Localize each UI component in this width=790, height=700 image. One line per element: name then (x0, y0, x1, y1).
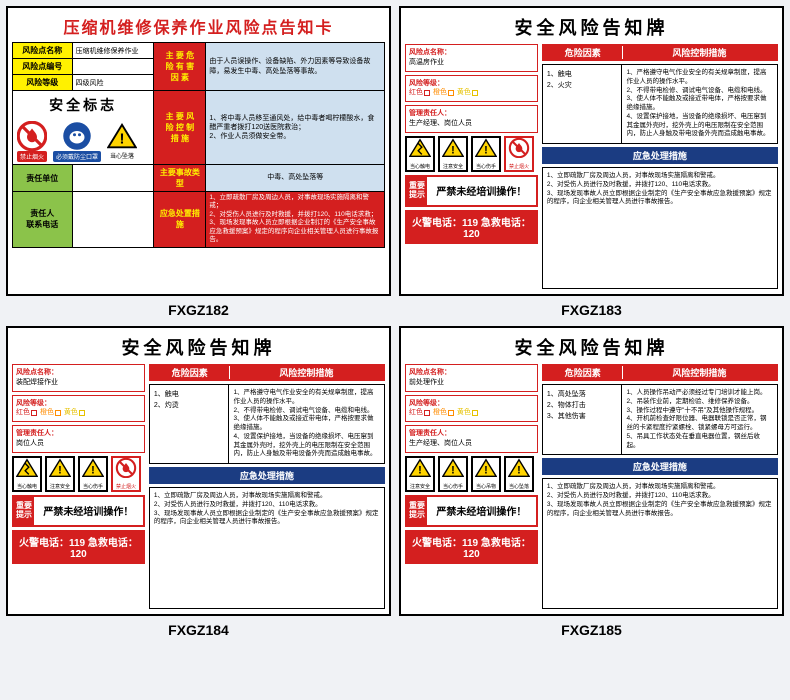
card-fxgz184: 安全风险告知牌 风险点名称：装配焊接作业 风险等级：红色 橙色 黄色 管理责任人… (6, 326, 391, 616)
c2-risk-name: 风险点名称：高温房作业 (405, 44, 538, 72)
c4-resp: 管理责任人：生产经理、岗位人员 (405, 425, 538, 453)
c3-emerg: 1、立即疏散厂房及周边人员，对事故现场实施隔离和警戒。 2、对受伤人员进行及时救… (149, 487, 385, 609)
c4-phone: 火警电话：119 急救电话：120 (405, 530, 538, 564)
c1-sign-row: 禁止烟火 必须戴防尘口罩 当心坠落 (13, 119, 153, 164)
card1-title: 压缩机维修保养作业风险点告知卡 (12, 12, 385, 42)
c2-risk-level: 风险等级：红色 橙色 黄色 (405, 75, 538, 103)
c1-h2v: 1、将中毒人员移至通风处，给中毒者喝柠檬酸水，食醋严重者拨打120送医院救治； … (206, 91, 385, 165)
c2-emerg-head: 应急处理措施 (542, 147, 778, 164)
c1-r3k: 风险等级 (13, 75, 73, 91)
card-fxgz182: 压缩机维修保养作业风险点告知卡 风险点名称 压缩机维修保养作业 主 要 危 险 … (6, 6, 391, 296)
warn-icon: 当心伤手 (471, 136, 501, 172)
c3-risk-name: 风险点名称：装配焊接作业 (12, 364, 145, 392)
mask-icon: 必须戴防尘口罩 (53, 121, 101, 162)
nofire-icon: 禁止烟火 (504, 136, 534, 172)
warn-icon: 当心触电 (12, 456, 42, 492)
c1-r2v (72, 59, 154, 75)
c3-title: 安全风险告知牌 (12, 332, 385, 364)
code-182: FXGZ182 (168, 302, 229, 318)
c1-r1k: 风险点名称 (13, 43, 73, 59)
nofire-icon: 禁止烟火 (111, 456, 141, 492)
c1-r5k: 责任人 联系电话 (13, 192, 73, 248)
c4-rhead: 危险因素风险控制措施 (542, 364, 778, 381)
c2-resp: 管理责任人：生产经理、岗位人员 (405, 105, 538, 133)
c1-r2k: 风险点编号 (13, 59, 73, 75)
c3-section: 1、触电 2、灼烫1、严格遵守电气作业安全的有关规章制度，提高作业人员的操作水平… (149, 384, 385, 464)
card-fxgz185: 安全风险告知牌 风险点名称：前处理作业 风险等级：红色 橙色 黄色 管理责任人：… (399, 326, 784, 616)
warn-icon: 注意安全 (438, 136, 468, 172)
c1-r3v: 四级风险 (72, 75, 154, 91)
c2-signs: 当心触电 注意安全 当心伤手 禁止烟火 (405, 136, 538, 172)
c2-section: 1、触电 2、火灾1、严格遵守电气作业安全的有关规章制度，提高作业人员的操作水平… (542, 64, 778, 144)
nofire-icon: 禁止烟火 (17, 121, 47, 162)
card-fxgz183: 安全风险告知牌 风险点名称：高温房作业 风险等级：红色 橙色 黄色 管理责任人：… (399, 6, 784, 296)
c1-r4k: 责任单位 (13, 165, 73, 192)
c1-h3: 主要事故类型 (154, 165, 206, 192)
c4-section: 1、高处坠落 2、物体打击 3、其他伤害1、人员操作吊动严必须经过专门培训才能上… (542, 384, 778, 455)
c4-emerg-head: 应急处理措施 (542, 458, 778, 475)
c4-title: 安全风险告知牌 (405, 332, 778, 364)
warn-icon: 注意安全 (405, 456, 435, 492)
warn-icon: 当心伤手 (78, 456, 108, 492)
c1-h3v: 中毒、高处坠落等 (206, 165, 385, 192)
c1-h1v: 由于人员误操作、设备缺陷、外力因素等导致设备故障，易发生中毒、高处坠落等事故。 (206, 43, 385, 91)
c2-tip: 重要 提示严禁未经培训操作！ (405, 175, 538, 207)
code-185: FXGZ185 (561, 622, 622, 638)
c1-h2: 主 要 风 险 控 制 措 施 (154, 91, 206, 165)
c1-r1v: 压缩机维修保养作业 (72, 43, 154, 59)
c1-h1: 主 要 危 险 有 害 因 素 (154, 43, 206, 91)
c3-resp: 管理责任人：岗位人员 (12, 425, 145, 453)
c1-safety-title: 安全标志 (13, 91, 153, 119)
c3-signs: 当心触电 注意安全 当心伤手 禁止烟火 (12, 456, 145, 492)
warn-icon: 当心伤手 (438, 456, 468, 492)
code-183: FXGZ183 (561, 302, 622, 318)
warn-icon: 当心坠落 (504, 456, 534, 492)
fall-icon: 当心坠落 (107, 121, 137, 160)
code-184: FXGZ184 (168, 622, 229, 638)
c2-phone: 火警电话：119 急救电话：120 (405, 210, 538, 244)
c2-rhead: 危险因素风险控制措施 (542, 44, 778, 61)
warn-icon: 当心吊物 (471, 456, 501, 492)
c4-tip: 重要 提示严禁未经培训操作！ (405, 495, 538, 527)
warn-icon: 注意安全 (45, 456, 75, 492)
c4-signs: 注意安全 当心伤手 当心吊物 当心坠落 (405, 456, 538, 492)
c4-emerg: 1、立即疏散厂房及周边人员，对事故现场实施隔离和警戒。 2、对受伤人员进行及时救… (542, 478, 778, 609)
c4-risk-level: 风险等级：红色 橙色 黄色 (405, 395, 538, 423)
c3-risk-level: 风险等级：红色 橙色 黄色 (12, 395, 145, 423)
c2-title: 安全风险告知牌 (405, 12, 778, 44)
c3-tip: 重要 提示严禁未经培训操作！ (12, 495, 145, 527)
c4-risk-name: 风险点名称：前处理作业 (405, 364, 538, 392)
c2-emerg: 1、立即疏散厂房及周边人员，对事故现场实施隔离和警戒。 2、对受伤人员进行及时救… (542, 167, 778, 289)
c1-h4: 应急处置措施 (154, 192, 206, 248)
c3-rhead: 危险因素风险控制措施 (149, 364, 385, 381)
c3-emerg-head: 应急处理措施 (149, 467, 385, 484)
warn-icon: 当心触电 (405, 136, 435, 172)
c1-h4v: 1、立即疏散厂房及周边人员，对事故现场实施隔离和警戒； 2、对受伤人员进行及时救… (206, 192, 385, 248)
c3-phone: 火警电话：119 急救电话：120 (12, 530, 145, 564)
